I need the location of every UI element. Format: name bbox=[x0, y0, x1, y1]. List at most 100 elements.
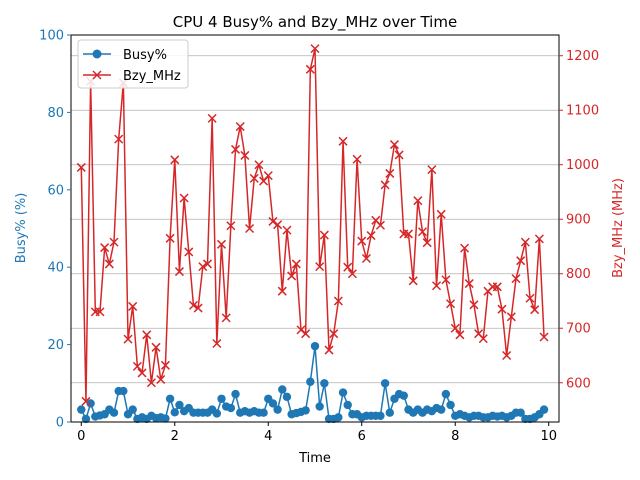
data-point bbox=[151, 342, 161, 352]
data-point bbox=[156, 374, 166, 385]
data-point bbox=[226, 403, 236, 413]
data-point bbox=[464, 279, 474, 289]
data-point bbox=[347, 269, 357, 279]
x-tick-label: 2 bbox=[171, 429, 179, 444]
data-point bbox=[160, 360, 170, 370]
data-point bbox=[165, 233, 175, 243]
y-right-tick-label: 1100 bbox=[566, 104, 599, 119]
x-tick-label: 10 bbox=[540, 429, 557, 444]
data-point bbox=[301, 329, 311, 339]
y-left-axis-title: Busy% (%) bbox=[14, 193, 29, 264]
data-point bbox=[273, 405, 282, 414]
data-point bbox=[446, 299, 456, 309]
y-left-tick-label: 100 bbox=[39, 29, 64, 44]
data-point bbox=[352, 154, 362, 164]
series-layer bbox=[76, 44, 549, 424]
data-point bbox=[174, 267, 184, 277]
data-point bbox=[282, 392, 292, 402]
data-point bbox=[278, 385, 287, 394]
data-point bbox=[123, 334, 133, 344]
data-point bbox=[259, 408, 268, 417]
data-point bbox=[450, 323, 460, 333]
data-point bbox=[338, 136, 348, 146]
series-busy- bbox=[77, 341, 549, 424]
data-point bbox=[231, 144, 241, 154]
x-axis-title: Time bbox=[298, 451, 331, 466]
data-point bbox=[77, 405, 86, 414]
data-point bbox=[212, 338, 222, 349]
data-point bbox=[217, 394, 226, 403]
data-point bbox=[128, 405, 137, 414]
data-point bbox=[502, 350, 512, 361]
data-point bbox=[338, 388, 348, 397]
data-point bbox=[263, 171, 273, 181]
data-point bbox=[142, 330, 152, 340]
data-point bbox=[291, 259, 301, 269]
y-right-tick-label: 600 bbox=[566, 376, 591, 391]
data-point bbox=[366, 231, 376, 241]
data-point bbox=[315, 402, 324, 411]
legend-busy-label: Busy% bbox=[123, 48, 167, 63]
data-point bbox=[361, 253, 371, 264]
data-point bbox=[324, 345, 334, 355]
y-left-tick-label: 40 bbox=[47, 261, 64, 276]
data-point bbox=[320, 379, 329, 388]
data-point bbox=[455, 330, 465, 340]
data-point bbox=[385, 168, 395, 178]
data-point bbox=[343, 400, 352, 410]
data-point bbox=[417, 227, 428, 237]
x-tick-label: 6 bbox=[358, 429, 366, 444]
data-point bbox=[343, 262, 353, 272]
data-point bbox=[376, 411, 385, 421]
data-point bbox=[212, 409, 222, 418]
data-point bbox=[100, 243, 110, 253]
data-point bbox=[235, 122, 245, 132]
data-point bbox=[231, 389, 240, 399]
y-left-tick-label: 20 bbox=[47, 338, 64, 353]
data-point bbox=[170, 155, 180, 165]
data-point bbox=[460, 243, 470, 253]
data-point bbox=[478, 334, 488, 344]
data-point bbox=[380, 180, 390, 190]
series-line bbox=[80, 47, 545, 403]
data-point bbox=[310, 341, 320, 351]
legend-busy-marker bbox=[92, 49, 102, 59]
data-point bbox=[506, 312, 516, 322]
data-point bbox=[104, 259, 114, 269]
x-tick-label: 0 bbox=[77, 429, 85, 444]
data-point bbox=[319, 230, 329, 240]
data-point bbox=[394, 150, 404, 160]
data-point bbox=[436, 209, 446, 219]
data-point bbox=[273, 220, 283, 230]
x-tick-label: 8 bbox=[451, 429, 459, 444]
data-point bbox=[193, 303, 203, 313]
legend: Busy% Bzy_MHz bbox=[77, 39, 189, 89]
data-point bbox=[315, 262, 325, 272]
data-point bbox=[188, 300, 198, 310]
data-point bbox=[240, 150, 250, 160]
data-point bbox=[254, 160, 264, 170]
data-point bbox=[277, 286, 287, 296]
data-point bbox=[329, 329, 339, 339]
data-point bbox=[268, 216, 278, 226]
data-point bbox=[109, 408, 119, 417]
data-point bbox=[198, 262, 208, 272]
data-point bbox=[109, 237, 119, 247]
data-point bbox=[492, 282, 502, 292]
data-point bbox=[422, 238, 432, 248]
data-point bbox=[446, 400, 455, 410]
data-point bbox=[530, 305, 540, 315]
data-point bbox=[81, 396, 91, 406]
data-point bbox=[146, 378, 156, 388]
data-point bbox=[408, 276, 418, 286]
data-point bbox=[375, 220, 385, 230]
data-point bbox=[403, 229, 414, 239]
data-point bbox=[86, 399, 95, 408]
data-point bbox=[497, 304, 507, 314]
data-point bbox=[175, 400, 184, 410]
data-point bbox=[165, 394, 175, 403]
data-point bbox=[534, 234, 544, 244]
data-point bbox=[432, 281, 442, 291]
y-right-tick-label: 1000 bbox=[566, 158, 599, 173]
data-point bbox=[268, 399, 278, 408]
